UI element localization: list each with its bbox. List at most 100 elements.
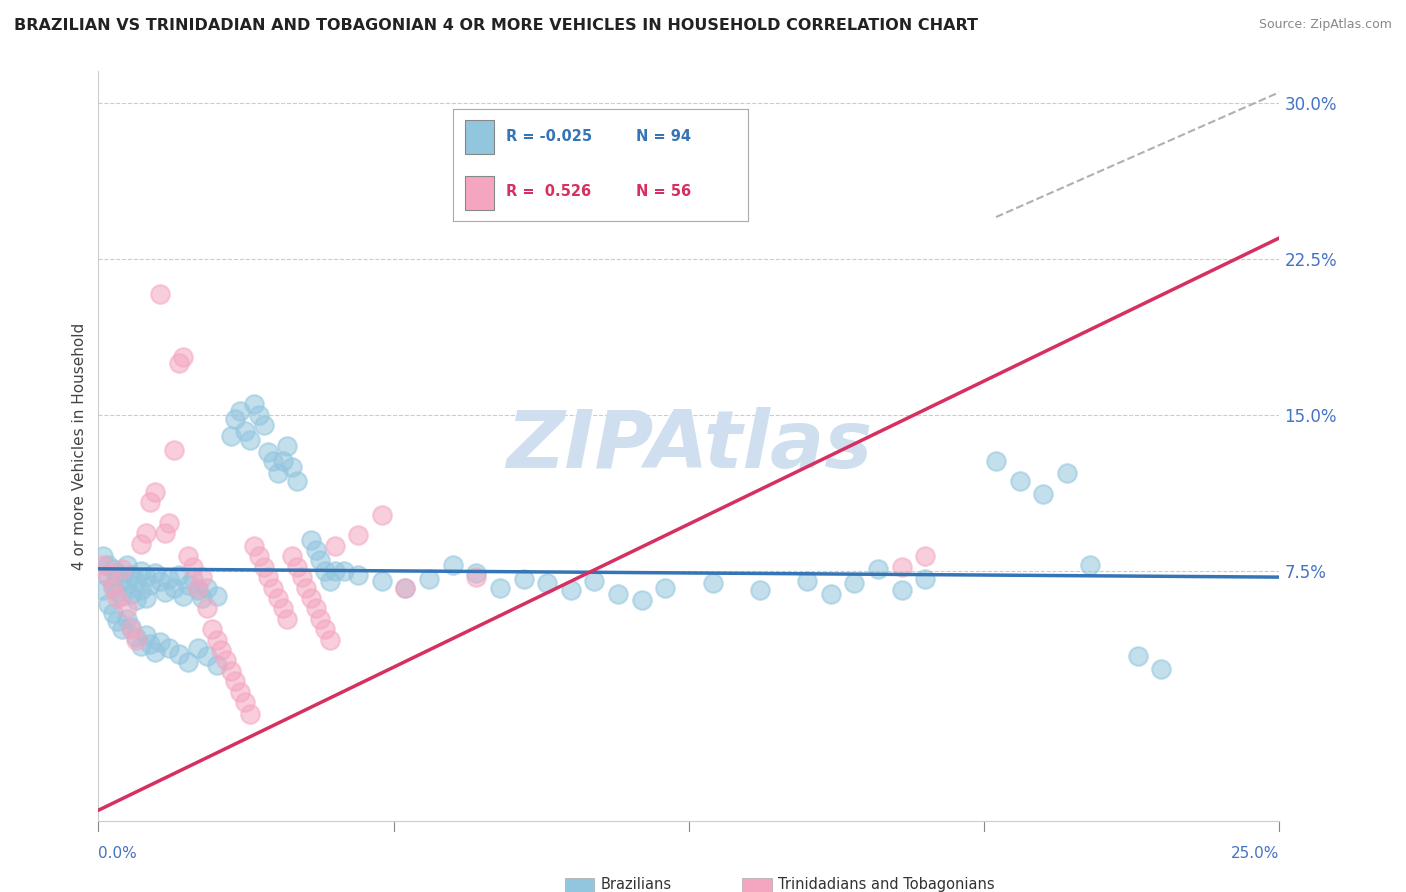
Point xyxy=(1032,487,1054,501)
Point xyxy=(276,439,298,453)
Point xyxy=(105,566,128,580)
Point xyxy=(163,443,186,458)
Point xyxy=(290,570,312,584)
Point xyxy=(309,612,332,626)
Point xyxy=(583,574,606,589)
Point xyxy=(135,628,157,642)
Point xyxy=(394,581,416,595)
Point xyxy=(115,612,138,626)
Point xyxy=(139,637,162,651)
Point xyxy=(319,632,342,647)
Point xyxy=(139,495,162,509)
Point xyxy=(115,558,138,572)
Point xyxy=(607,587,630,601)
Point xyxy=(139,578,162,592)
Point xyxy=(135,570,157,584)
Point xyxy=(181,559,204,574)
Point xyxy=(820,587,842,601)
Point xyxy=(796,574,818,589)
Point xyxy=(224,674,246,689)
Point xyxy=(224,412,246,426)
Point xyxy=(654,581,676,595)
Point xyxy=(702,576,724,591)
Point xyxy=(305,601,328,615)
Point xyxy=(299,591,322,605)
Point xyxy=(866,562,889,576)
Point xyxy=(748,582,770,597)
Point xyxy=(314,622,336,636)
Point xyxy=(101,606,124,620)
Point xyxy=(271,601,294,615)
Point xyxy=(91,582,114,597)
FancyBboxPatch shape xyxy=(742,879,772,892)
Point xyxy=(157,640,180,655)
Point xyxy=(319,574,342,589)
Point xyxy=(187,640,209,655)
Point xyxy=(111,589,134,603)
Point xyxy=(91,549,114,564)
Point xyxy=(890,559,912,574)
Point xyxy=(121,622,143,636)
Point xyxy=(101,562,124,576)
Point xyxy=(239,707,262,722)
Point xyxy=(371,574,394,589)
Point xyxy=(441,558,464,572)
Point xyxy=(333,564,356,578)
Point xyxy=(149,574,172,589)
Point xyxy=(323,564,346,578)
Point xyxy=(229,403,252,417)
Point xyxy=(560,582,582,597)
Point xyxy=(129,639,152,653)
Point xyxy=(172,350,194,364)
Point xyxy=(105,584,128,599)
Point xyxy=(111,562,134,576)
Point xyxy=(115,601,138,615)
Point xyxy=(121,620,143,634)
Point xyxy=(512,572,534,586)
Point xyxy=(247,408,270,422)
Point xyxy=(1126,649,1149,664)
Point xyxy=(347,568,370,582)
Point xyxy=(115,576,138,591)
Text: Brazilians: Brazilians xyxy=(600,877,672,892)
Point xyxy=(205,589,228,603)
Point xyxy=(281,549,304,564)
Point xyxy=(125,593,148,607)
Point xyxy=(121,587,143,601)
Point xyxy=(143,645,166,659)
Text: Trinidadians and Tobagonians: Trinidadians and Tobagonians xyxy=(778,877,994,892)
Text: Source: ZipAtlas.com: Source: ZipAtlas.com xyxy=(1258,18,1392,31)
Point xyxy=(267,591,290,605)
Point xyxy=(105,614,128,628)
Point xyxy=(167,356,190,370)
Point xyxy=(276,612,298,626)
Point xyxy=(262,581,284,595)
Point xyxy=(1080,558,1102,572)
Point xyxy=(177,578,200,592)
Point xyxy=(153,584,176,599)
Point xyxy=(219,664,242,678)
Point xyxy=(247,549,270,564)
Y-axis label: 4 or more Vehicles in Household: 4 or more Vehicles in Household xyxy=(72,322,87,570)
Point xyxy=(257,445,280,459)
Point xyxy=(167,568,190,582)
Point xyxy=(418,572,440,586)
Point xyxy=(314,564,336,578)
Point xyxy=(97,568,120,582)
Point xyxy=(243,539,266,553)
Point xyxy=(489,581,512,595)
Point xyxy=(299,533,322,547)
Point xyxy=(195,649,218,664)
Point xyxy=(257,570,280,584)
Point xyxy=(323,539,346,553)
Point xyxy=(262,453,284,467)
Point xyxy=(181,572,204,586)
Point xyxy=(630,593,652,607)
Point xyxy=(285,475,308,489)
Point xyxy=(253,559,276,574)
Point xyxy=(187,582,209,597)
Point xyxy=(129,564,152,578)
Point xyxy=(219,428,242,442)
Point xyxy=(347,528,370,542)
Point xyxy=(205,657,228,672)
